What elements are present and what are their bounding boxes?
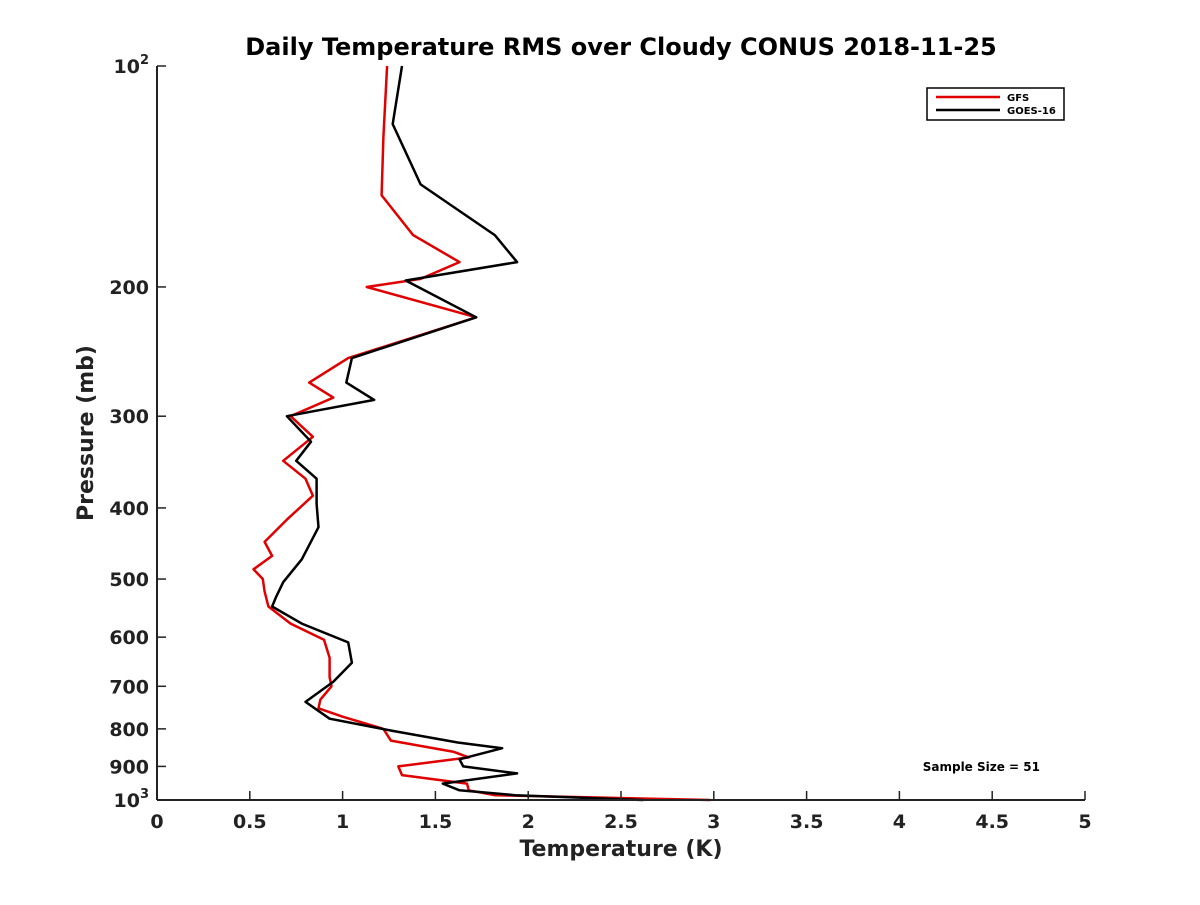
x-tick-label: 1 [336,811,349,833]
x-axis-label: Temperature (K) [519,837,722,862]
x-tick-label: 2.5 [604,811,638,833]
x-tick-label: 4 [893,811,906,833]
y-tick-label: 600 [109,627,149,649]
legend-box [926,87,1065,121]
legend: GFS GOES-16 [926,87,1065,121]
legend-label-gfs: GFS [1007,93,1029,104]
x-tick-label: 0.5 [233,811,267,833]
axes-layer: 0 0.5 1 1.5 2 2.5 3 3.5 4 4.5 5 102 200 300 400 500 600 7… [109,53,1091,833]
chart-title: Daily Temperature RMS over Cloudy CONUS … [245,33,997,61]
x-tick-label: 3 [707,811,720,833]
y-tick-label: 300 [109,406,149,428]
x-tick-label: 4.5 [975,811,1009,833]
series-line-gfs [252,65,711,802]
x-tick-label: 2 [522,811,535,833]
series-line-goes-16 [270,65,644,802]
y-tick-label: 103 [114,787,150,812]
y-tick-label: 400 [109,498,149,520]
legend-label-goes-16: GOES-16 [1007,106,1056,117]
y-tick-label: 500 [109,569,149,591]
y-tick-label: 102 [114,53,150,78]
y-tick-label: 900 [109,756,149,778]
y-tick-label: 800 [109,719,149,741]
series-layer [252,65,711,802]
x-tick-label: 3.5 [790,811,824,833]
sample-size-annotation: Sample Size = 51 [923,760,1040,774]
x-tick-label: 1.5 [419,811,453,833]
y-axis-label: Pressure (mb) [74,345,99,521]
y-tick-label: 200 [109,277,149,299]
x-tick-label: 5 [1078,811,1091,833]
x-tick-label: 0 [150,811,163,833]
y-tick-label: 700 [109,676,149,698]
